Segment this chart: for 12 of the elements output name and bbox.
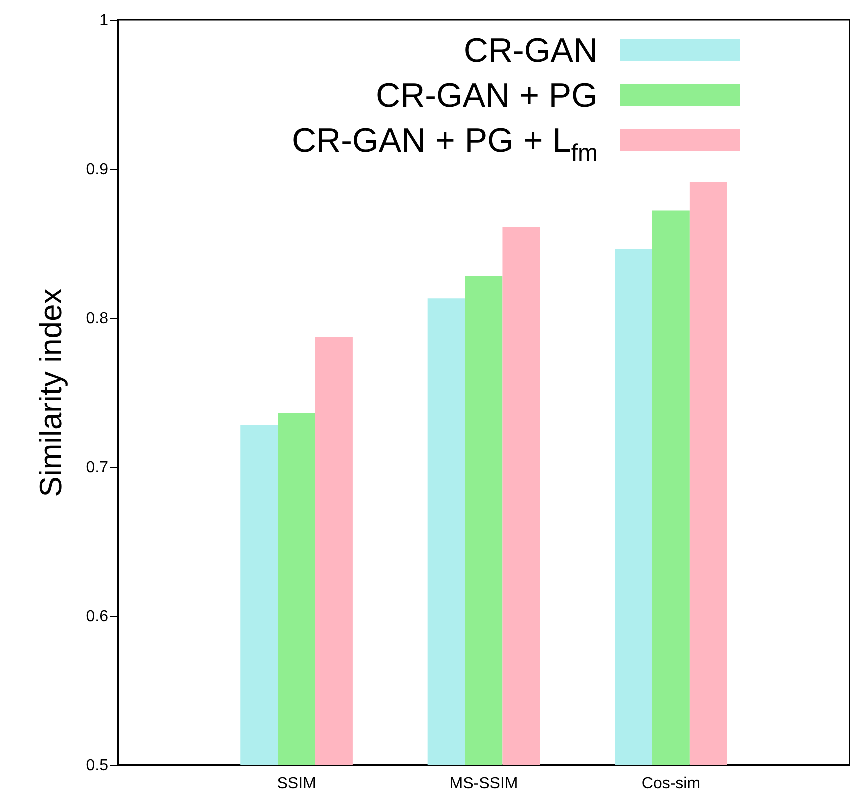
y-tick-label: 1 [100, 12, 109, 30]
y-tick-label: 0.5 [86, 758, 109, 774]
y-tick-label: 0.9 [86, 162, 109, 178]
y-tick-label: 0.6 [86, 608, 109, 626]
legend-label: CR-GAN + PG [376, 77, 598, 115]
y-axis-title: Similarity index [33, 288, 68, 498]
y-tick-label: 0.7 [86, 460, 109, 476]
x-tick-label: Cos-sim [642, 776, 701, 792]
y-tick-label: 0.8 [86, 310, 109, 328]
x-tick-label: MS-SSIM [450, 776, 518, 792]
x-tick-label: SSIM [277, 776, 316, 792]
legend-label: CR-GAN [464, 32, 598, 70]
